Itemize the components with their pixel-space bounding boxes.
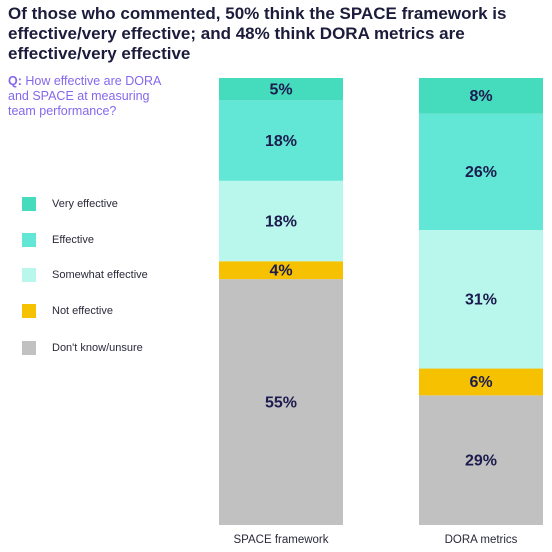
bar-segment (219, 78, 343, 101)
legend-swatch (22, 341, 36, 355)
bar-segment (219, 180, 343, 262)
data-label: 55% (265, 394, 297, 411)
x-tick-label: SPACE framework (233, 534, 328, 546)
legend-swatch (22, 304, 36, 318)
bar-segment (419, 368, 543, 396)
question-prefix: Q: (8, 74, 22, 88)
data-label: 18% (265, 213, 297, 230)
legend-label: Don't know/unsure (52, 342, 143, 354)
legend-label: Not effective (52, 305, 113, 317)
data-label: 5% (269, 81, 292, 98)
legend-label: Effective (52, 234, 94, 246)
x-tick-label: DORA metrics (445, 534, 518, 546)
bar-segment (219, 100, 343, 181)
data-label: 26% (465, 164, 497, 181)
subtitle: How effective are DORA and SPACE at meas… (8, 74, 161, 118)
data-label: 4% (269, 262, 292, 279)
legend-label: Somewhat effective (52, 269, 148, 281)
bar-segment (219, 279, 343, 525)
data-label: 18% (265, 133, 297, 150)
data-label: 6% (469, 374, 492, 391)
legend-swatch (22, 268, 36, 282)
legend-swatch (22, 233, 36, 247)
bar-segment (419, 229, 543, 369)
question: Q: How effective are DORA and SPACE at m… (8, 74, 173, 119)
data-label: 8% (469, 88, 492, 105)
bar-segment (419, 78, 543, 114)
bar-segment (219, 261, 343, 280)
data-label: 31% (465, 291, 497, 308)
legend-swatch (22, 197, 36, 211)
bar-segment (419, 113, 543, 230)
legend-label: Very effective (52, 198, 118, 210)
data-label: 29% (465, 452, 497, 469)
bar-segment (419, 395, 543, 525)
chart-title: Of those who commented, 50% think the SP… (8, 4, 507, 63)
